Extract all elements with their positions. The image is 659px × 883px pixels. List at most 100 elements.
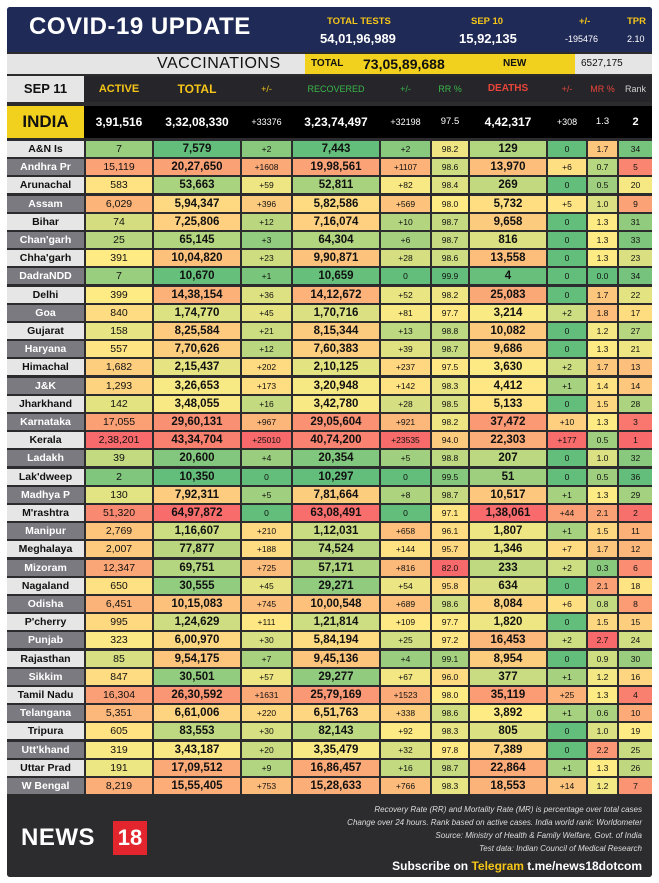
col-rr: RR % — [438, 84, 462, 94]
subscribe-link[interactable]: t.me/news18dotcom — [527, 859, 642, 873]
cell-tc: +12 — [242, 341, 291, 358]
cell-recovered: 3,35,479 — [293, 741, 379, 758]
state-name-cell: Delhi — [7, 286, 84, 303]
cell-active: 25 — [86, 232, 152, 248]
india-mr: 1.3 — [595, 116, 610, 127]
col-deaths-change: +/- — [561, 84, 573, 94]
vaccinations-title: VACCINATIONS — [157, 55, 281, 72]
cell-mr: 0.5 — [588, 177, 617, 194]
cell-recovered: 7,443 — [293, 141, 379, 157]
cell-deaths: 805 — [470, 723, 546, 740]
cell-active: 158 — [86, 323, 152, 339]
cell-recovered: 82,143 — [293, 723, 379, 740]
cell-dc: 0 — [548, 268, 586, 285]
cell-rank: 29 — [619, 486, 652, 503]
state-name-cell: Bihar — [7, 213, 84, 230]
table-row: Madhya P 130 7,92,311 +5 7,81,664 +8 98.7 10,51… — [7, 486, 652, 504]
cell-mr: 1.7 — [588, 359, 617, 376]
state-name-cell: Utt'khand — [7, 741, 84, 758]
cell-recovered: 25,79,169 — [293, 687, 379, 703]
cell-tc: +210 — [242, 523, 291, 540]
cell-rank: 15 — [619, 614, 652, 631]
cell-rc: +569 — [381, 195, 430, 212]
india-deaths: 4,42,317 — [484, 115, 532, 129]
cell-recovered: 1,12,031 — [293, 523, 379, 540]
col-mr: MR % — [590, 84, 615, 94]
cell-rr: 97.1 — [432, 505, 468, 521]
cell-dc: 0 — [548, 323, 586, 339]
cell-mr: 2.7 — [588, 632, 617, 649]
cell-rc: +689 — [381, 596, 430, 612]
cell-dc: +1 — [548, 486, 586, 503]
table-row: Delhi 399 14,38,154 +36 14,12,672 +52 98.2 25,0… — [7, 286, 652, 304]
cell-tc: +111 — [242, 614, 291, 631]
cell-active: 12,347 — [86, 559, 152, 576]
cell-total: 8,25,584 — [154, 323, 240, 339]
cell-active: 557 — [86, 341, 152, 358]
cell-rr: 98.6 — [432, 596, 468, 612]
cell-dc: 0 — [548, 577, 586, 594]
column-header-row: SEP 11 ACTIVE TOTAL +/- RECOVERED +/- RR… — [7, 76, 652, 102]
cell-tc: +753 — [242, 778, 291, 794]
cell-dc: 0 — [548, 286, 586, 303]
col-deaths: DEATHS — [487, 83, 529, 94]
cell-tc: 0 — [242, 468, 291, 485]
cell-tc: +16 — [242, 395, 291, 412]
cell-dc: 0 — [548, 250, 586, 267]
cell-rr: 95.8 — [432, 577, 468, 594]
cell-rank: 17 — [619, 304, 652, 321]
cell-rc: +658 — [381, 523, 430, 540]
cell-rr: 99.5 — [432, 468, 468, 485]
cell-rc: 0 — [381, 468, 430, 485]
cell-rank: 3 — [619, 414, 652, 430]
cell-rr: 98.4 — [432, 177, 468, 194]
cell-deaths: 10,082 — [470, 323, 546, 339]
state-name-cell: Sikkim — [7, 668, 84, 685]
cell-mr: 0.7 — [588, 159, 617, 176]
cell-recovered: 7,16,074 — [293, 213, 379, 230]
cell-dc: +44 — [548, 505, 586, 521]
state-name-cell: Goa — [7, 304, 84, 321]
cell-active: 319 — [86, 741, 152, 758]
cell-total: 5,94,347 — [154, 195, 240, 212]
cell-total: 69,751 — [154, 559, 240, 576]
vaccinations-bar: VACCINATIONS TOTAL 73,05,89,688 NEW 6527… — [7, 54, 652, 74]
cell-dc: +1 — [548, 668, 586, 685]
cell-total: 64,97,872 — [154, 505, 240, 521]
state-name-cell: Lak'dweep — [7, 468, 84, 485]
state-name-cell: Manipur — [7, 523, 84, 540]
cell-recovered: 10,297 — [293, 468, 379, 485]
cell-active: 8,219 — [86, 778, 152, 794]
cell-recovered: 64,304 — [293, 232, 379, 248]
cell-recovered: 5,82,586 — [293, 195, 379, 212]
cell-total: 15,55,405 — [154, 778, 240, 794]
page-title: COVID-19 UPDATE — [29, 13, 251, 40]
cell-rc: +766 — [381, 778, 430, 794]
cell-mr: 1.2 — [588, 778, 617, 794]
cell-rr: 97.2 — [432, 632, 468, 649]
table-row: Meghalaya 2,007 77,877 +188 74,524 +144 95.7 1,… — [7, 541, 652, 558]
cell-recovered: 20,354 — [293, 450, 379, 467]
cell-rr: 98.3 — [432, 778, 468, 794]
daily-tests-value: 15,92,135 — [459, 31, 517, 46]
india-label: INDIA — [7, 106, 84, 138]
cell-deaths: 233 — [470, 559, 546, 576]
cell-active: 16,304 — [86, 687, 152, 703]
cell-rc: +6 — [381, 232, 430, 248]
cell-total: 77,877 — [154, 541, 240, 558]
col-total-change: +/- — [261, 84, 272, 94]
india-active: 3,91,516 — [95, 115, 143, 129]
cell-rc: +1523 — [381, 687, 430, 703]
cell-tc: +30 — [242, 632, 291, 649]
cell-rr: 98.6 — [432, 250, 468, 267]
cell-total: 6,61,006 — [154, 705, 240, 722]
cell-mr: 1.5 — [588, 614, 617, 631]
state-name-cell: Gujarat — [7, 323, 84, 339]
table-row: Chha'garh 391 10,04,820 +23 9,90,871 +28 98.6 1… — [7, 250, 652, 267]
cell-rank: 7 — [619, 778, 652, 794]
cell-mr: 1.5 — [588, 395, 617, 412]
table-row: Lak'dweep 2 10,350 0 10,297 0 99.5 51 0 0.5 36 — [7, 468, 652, 486]
cell-rc: 0 — [381, 505, 430, 521]
cell-rr: 97.7 — [432, 304, 468, 321]
cell-mr: 1.7 — [588, 541, 617, 558]
